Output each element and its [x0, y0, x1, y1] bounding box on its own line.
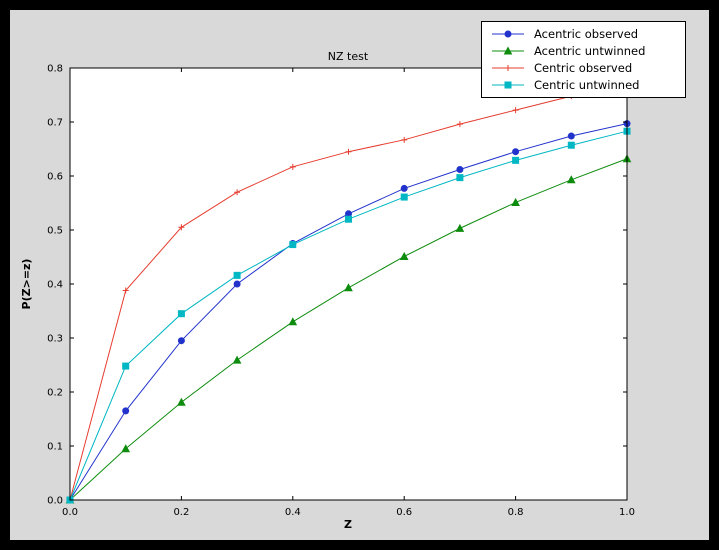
- y-tick-label: 0.7: [47, 118, 63, 129]
- legend-key-centric-untwinned: [492, 81, 524, 89]
- legend-label: Acentric untwinned: [534, 44, 646, 58]
- chart-layer: 0.0 0.2 0.4 0.6 0.8 1.0 0.0 0.1 0.2 0.3 0.4 0.5 0.6 0…: [47, 64, 635, 519]
- x-tick-label: 0.4: [285, 507, 301, 518]
- x-tick-label: 0.6: [396, 507, 412, 518]
- legend: Acentric observed Acentric untwinned Centr…: [481, 21, 686, 98]
- y-tick-label: 0.3: [47, 334, 63, 345]
- x-tick-label: 0.8: [508, 507, 524, 518]
- legend-label: Centric untwinned: [534, 78, 640, 92]
- legend-key-acentric-untwinned: [492, 46, 524, 55]
- axis-ticks: [69, 67, 628, 501]
- legend-item-centric-observed: Centric observed: [490, 61, 675, 75]
- chart-title: NZ test: [328, 50, 369, 63]
- legend-item-acentric-observed: Acentric observed: [490, 27, 675, 41]
- y-tick-label: 0.8: [47, 64, 63, 75]
- legend-key-acentric-observed: [492, 30, 524, 38]
- y-tick-label: 0.6: [47, 172, 63, 183]
- legend-label: Centric observed: [534, 61, 633, 75]
- y-tick-label: 0.0: [47, 496, 63, 507]
- legend-item-centric-untwinned: Centric untwinned: [490, 78, 675, 92]
- y-axis-label: P(Z>=z): [20, 259, 33, 310]
- y-tick-label: 0.5: [47, 226, 63, 237]
- y-tick-label: 0.4: [47, 280, 63, 291]
- x-axis-label: Z: [344, 518, 352, 531]
- legend-key-centric-observed: [492, 65, 524, 71]
- legend-label: Acentric observed: [534, 27, 639, 41]
- y-tick-label: 0.2: [47, 388, 63, 399]
- y-tick-label: 0.1: [47, 442, 63, 453]
- x-tick-label: 0.0: [62, 507, 78, 518]
- series-markers-acentric-observed: [66, 120, 631, 504]
- x-tick-label: 0.2: [173, 507, 189, 518]
- x-tick-label: 1.0: [619, 507, 635, 518]
- series-markers-centric-untwinned: [66, 127, 631, 504]
- legend-item-acentric-untwinned: Acentric untwinned: [490, 44, 675, 58]
